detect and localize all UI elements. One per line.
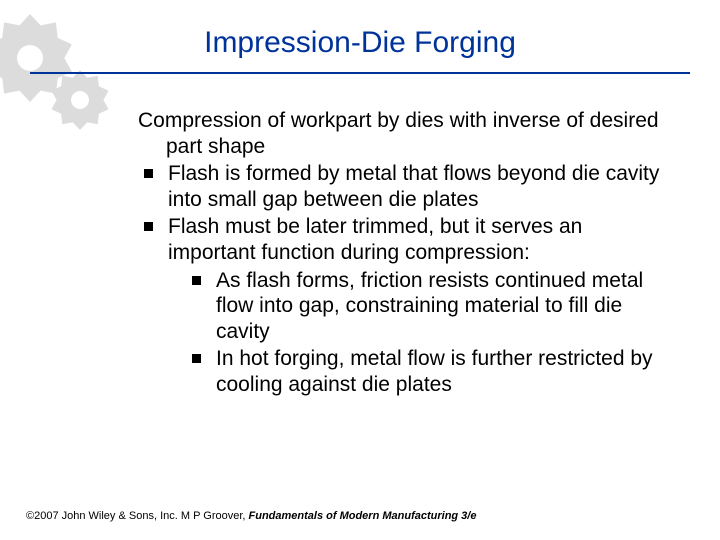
bullet-text: Flash is formed by metal that flows beyo…: [168, 162, 659, 211]
slide-body: Compression of workpart by dies with inv…: [138, 108, 670, 400]
footer-prefix: ©2007 John Wiley & Sons, Inc. M P Groove…: [26, 510, 249, 522]
list-item: As flash forms, friction resists continu…: [192, 268, 670, 345]
footer: ©2007 John Wiley & Sons, Inc. M P Groove…: [26, 510, 476, 522]
bullet-text: Flash must be later trimmed, but it serv…: [168, 215, 582, 264]
slide-title: Impression‑Die Forging: [204, 26, 516, 59]
slide-title-wrap: Impression‑Die Forging: [0, 26, 720, 60]
bullet-list: Flash is formed by metal that flows beyo…: [138, 161, 670, 397]
bullet-text: In hot forging, metal flow is further re…: [216, 347, 653, 396]
intro-text: Compression of workpart by dies with inv…: [138, 108, 670, 159]
bullet-text: As flash forms, friction resists continu…: [216, 269, 643, 343]
list-item: Flash is formed by metal that flows beyo…: [144, 161, 670, 212]
list-item: In hot forging, metal flow is further re…: [192, 346, 670, 397]
footer-book-title: Fundamentals of Modern Manufacturing 3/e: [249, 510, 477, 522]
sub-bullet-list: As flash forms, friction resists continu…: [168, 268, 670, 398]
list-item: Flash must be later trimmed, but it serv…: [144, 214, 670, 397]
title-underline: [30, 72, 690, 74]
